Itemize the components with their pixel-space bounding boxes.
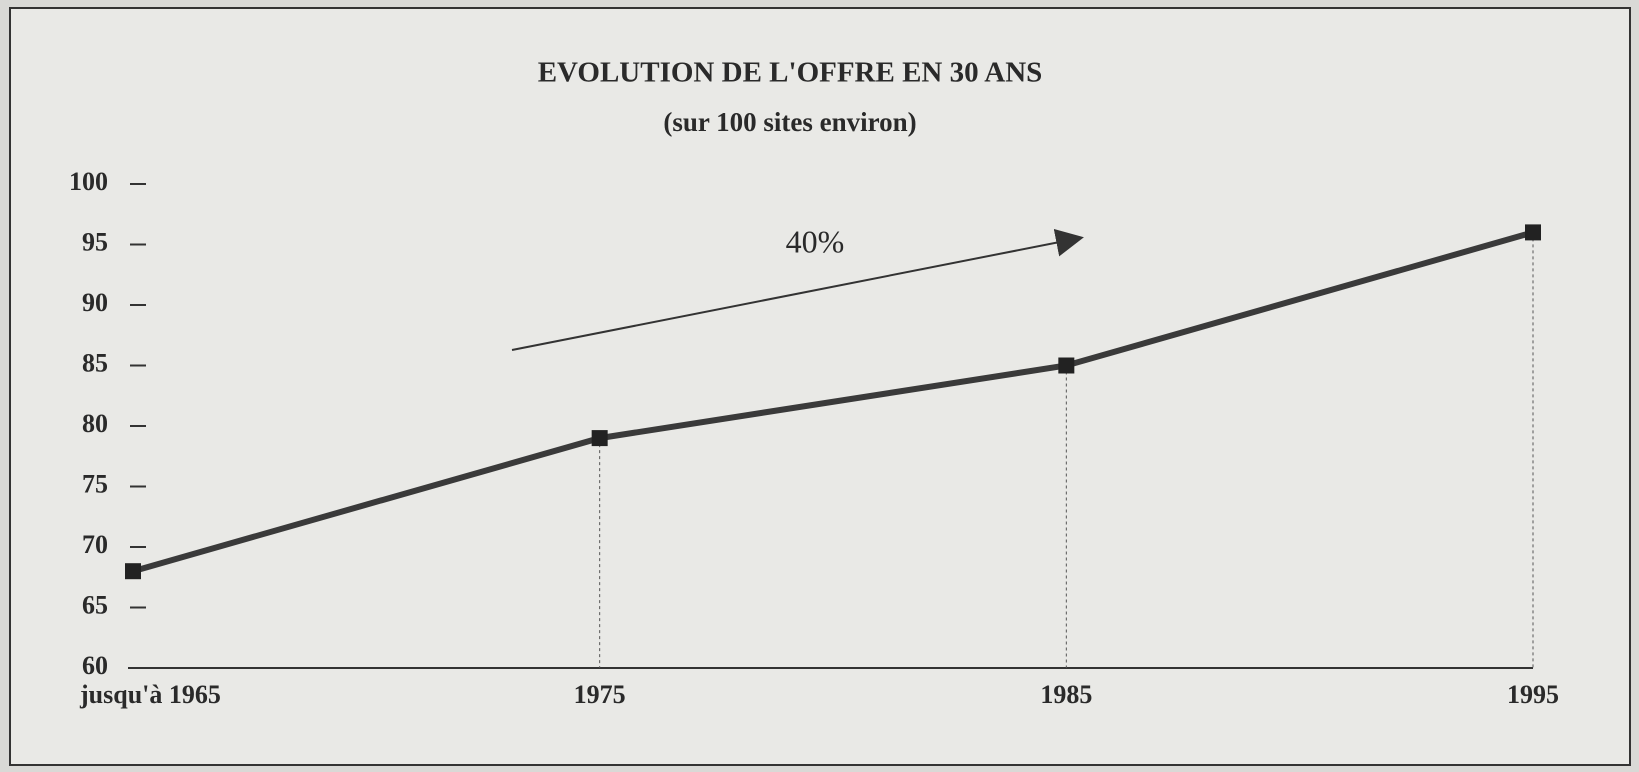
chart: EVOLUTION DE L'OFFRE EN 30 ANS (sur 100 … (0, 0, 1639, 772)
data-point (125, 563, 141, 579)
y-tick-label: 90 (82, 288, 108, 317)
y-tick-label: 75 (82, 469, 108, 498)
y-tick-label: 65 (82, 590, 108, 619)
data-point (592, 430, 608, 446)
y-tick-label: 80 (82, 409, 108, 438)
y-tick-label: 95 (82, 227, 108, 256)
data-point (1058, 358, 1074, 374)
annotation: 40% (786, 223, 845, 259)
y-tick-label: 85 (82, 348, 108, 377)
y-tick-label: 100 (69, 167, 108, 196)
x-tick-label: 1995 (1507, 680, 1559, 709)
chart-title: EVOLUTION DE L'OFFRE EN 30 ANS (538, 57, 1043, 89)
x-tick-label: 1985 (1040, 680, 1092, 709)
x-tick-label: 1975 (574, 680, 626, 709)
y-tick-label: 70 (82, 530, 108, 559)
data-point (1525, 224, 1541, 240)
y-tick-label: 60 (82, 651, 108, 680)
x-tick-label: jusqu'à 1965 (79, 680, 221, 709)
page: EVOLUTION DE L'OFFRE EN 30 ANS (sur 100 … (0, 0, 1639, 772)
chart-subtitle: (sur 100 sites environ) (663, 107, 916, 137)
